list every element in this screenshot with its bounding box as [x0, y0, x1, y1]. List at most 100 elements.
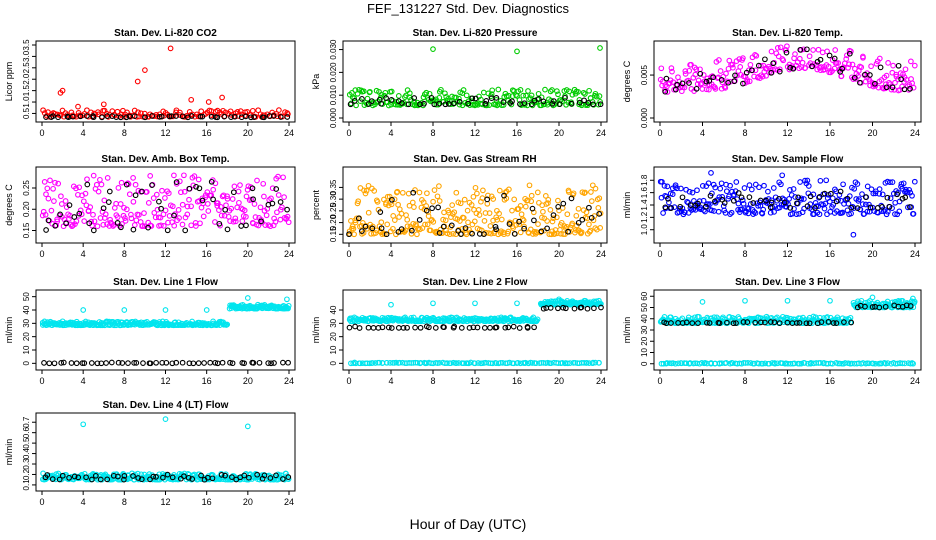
data-point — [489, 87, 496, 94]
data-point — [741, 185, 748, 191]
data-point — [242, 113, 249, 120]
chart-panel: Stan. Dev. Li-820 CO2 Licor ppm 0 4 8 12 16 20 2… — [4, 28, 296, 138]
data-point — [851, 74, 858, 81]
data-point — [829, 360, 836, 367]
data-point — [227, 108, 234, 115]
data-point — [575, 205, 582, 212]
x-tick-label: 16 — [512, 249, 522, 259]
data-point — [258, 218, 264, 225]
data-point — [71, 473, 78, 480]
y-tick-label: 40 — [22, 305, 31, 314]
data-point — [42, 211, 49, 218]
x-tick-label: 8 — [122, 249, 127, 259]
data-point — [790, 65, 797, 72]
y-tick-label: 0.15 — [22, 222, 31, 238]
data-point — [911, 178, 918, 185]
data-point — [729, 61, 736, 68]
data-point — [862, 201, 869, 208]
data-point — [665, 195, 671, 202]
x-tick-label: 12 — [160, 128, 170, 138]
data-point — [228, 205, 235, 212]
data-point — [857, 79, 863, 86]
data-point — [538, 228, 545, 235]
data-point — [469, 230, 475, 237]
data-point — [41, 360, 47, 366]
data-point — [124, 180, 131, 187]
data-point — [781, 199, 788, 206]
x-tick-label: 20 — [243, 497, 253, 507]
data-point — [883, 72, 890, 79]
data-point — [506, 186, 512, 193]
data-point — [560, 231, 567, 237]
data-point — [188, 96, 195, 103]
data-point — [744, 319, 751, 325]
data-point — [214, 114, 221, 121]
data-point — [227, 359, 233, 366]
data-point — [779, 360, 786, 367]
data-point — [892, 79, 898, 86]
data-point — [185, 474, 192, 481]
data-point — [372, 360, 379, 366]
data-point — [493, 214, 500, 221]
data-point — [221, 113, 228, 120]
data-point — [224, 195, 231, 202]
data-point — [798, 360, 805, 367]
data-point — [483, 98, 490, 104]
data-point — [707, 201, 713, 207]
data-point — [803, 320, 810, 327]
data-point — [205, 208, 212, 214]
data-point — [130, 226, 137, 233]
data-point — [825, 63, 832, 70]
x-tick-label: 20 — [243, 249, 253, 259]
data-point — [597, 98, 603, 105]
data-point — [191, 173, 198, 179]
data-point — [768, 197, 775, 204]
data-point — [162, 207, 169, 214]
data-point — [218, 472, 225, 478]
data-point — [595, 101, 602, 108]
data-point — [506, 221, 513, 227]
data-point — [674, 81, 681, 88]
data-point — [521, 100, 528, 107]
data-point — [105, 199, 112, 205]
data-point — [534, 316, 541, 323]
data-point — [517, 87, 524, 93]
data-point — [529, 205, 536, 212]
data-point — [229, 196, 236, 202]
y-tick-label: 0.000 — [329, 107, 338, 128]
data-points — [39, 416, 292, 483]
data-point — [555, 305, 561, 312]
data-point — [400, 325, 407, 331]
data-point — [94, 360, 101, 367]
data-point — [864, 183, 871, 190]
data-point — [190, 360, 197, 367]
data-point — [396, 359, 403, 366]
x-tick-label: 16 — [202, 497, 212, 507]
data-point — [884, 208, 891, 215]
data-point — [796, 55, 803, 62]
data-point — [228, 114, 234, 120]
data-point — [817, 177, 824, 184]
data-point — [365, 324, 372, 331]
x-tick-label: 4 — [388, 376, 393, 386]
data-point — [457, 200, 464, 207]
chart-panel: Stan. Dev. Line 2 Flow ml/min 0 4 8 12 16 20 24 0… — [311, 277, 608, 386]
x-tick-label: 12 — [782, 376, 792, 386]
data-point — [505, 324, 512, 331]
data-point — [854, 181, 861, 187]
data-point — [374, 199, 381, 205]
data-point — [269, 200, 276, 207]
data-point — [669, 68, 675, 75]
data-point — [787, 360, 794, 367]
data-point — [391, 217, 398, 223]
data-point — [493, 324, 500, 331]
data-point — [797, 46, 804, 53]
data-point — [244, 423, 251, 430]
y-tick-label: 1.0 — [640, 224, 649, 236]
data-point — [826, 198, 833, 205]
data-point — [199, 197, 206, 204]
data-point — [548, 360, 554, 367]
data-point — [451, 323, 458, 330]
data-point — [456, 101, 463, 108]
data-point — [710, 181, 717, 188]
